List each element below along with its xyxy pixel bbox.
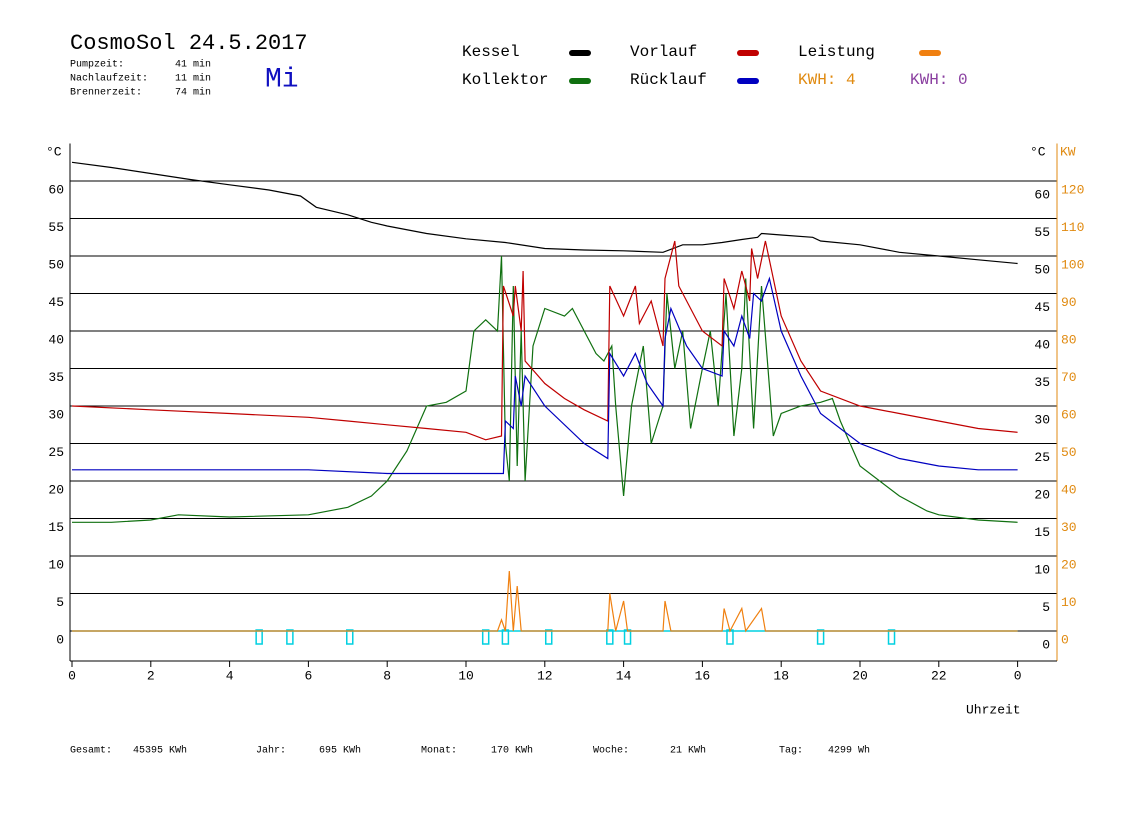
x-tick-label: 2 <box>147 668 155 683</box>
marker <box>816 629 825 645</box>
x-tick-label: 16 <box>695 668 711 683</box>
y-tick-label: 0 <box>56 632 64 647</box>
y-tick-label: 15 <box>48 520 64 535</box>
y-tick-label: 25 <box>48 445 64 460</box>
y2-tick-label: 70 <box>1061 370 1077 385</box>
time-label: Brennerzeit: <box>70 87 142 99</box>
y2-tick-label: 60 <box>1061 407 1077 422</box>
legend-label: Rücklauf <box>630 71 707 89</box>
y-tick-label: 10 <box>48 557 64 572</box>
legend-label: Kessel <box>462 43 520 61</box>
y2-tick-label: 0 <box>1061 632 1069 647</box>
time-value: 41 min <box>175 59 211 71</box>
footer-value: 4299 Wh <box>828 745 870 757</box>
x-tick-label: 6 <box>304 668 312 683</box>
time-label: Pumpzeit: <box>70 59 124 71</box>
y-tick-label-right: 0 <box>1042 637 1050 652</box>
y2-tick-label: 40 <box>1061 482 1077 497</box>
weekday: Mi <box>265 64 299 95</box>
y2-label-c: °C <box>1030 144 1046 159</box>
footer-value: 170 KWh <box>491 745 533 757</box>
time-value: 74 min <box>175 87 211 99</box>
series-line <box>72 276 1018 475</box>
x-tick-label: 20 <box>852 668 868 683</box>
y2-tick-label: 10 <box>1061 595 1077 610</box>
y-tick-label-right: 55 <box>1034 225 1050 240</box>
x-tick-label: 22 <box>931 668 947 683</box>
series-line <box>71 240 1018 441</box>
y-tick-label-right: 20 <box>1034 487 1050 502</box>
marker <box>544 629 553 645</box>
y-tick-label-right: 40 <box>1034 337 1050 352</box>
footer-value: 21 KWh <box>670 745 706 757</box>
series-line <box>72 570 1018 633</box>
footer-label: Tag: <box>779 746 803 757</box>
time-value: 11 min <box>175 73 211 85</box>
y2-tick-label: 20 <box>1061 557 1077 572</box>
y-tick-label-right: 45 <box>1034 300 1050 315</box>
kwh-label: KWH: 0 <box>910 71 968 89</box>
series-line <box>72 255 1018 523</box>
y2-tick-label: 80 <box>1061 332 1077 347</box>
x-tick-label: 4 <box>226 668 234 683</box>
y-tick-label-right: 25 <box>1034 450 1050 465</box>
time-label: Nachlaufzeit: <box>70 73 148 85</box>
x-tick-label: 10 <box>458 668 474 683</box>
y2-tick-label: 110 <box>1061 220 1084 235</box>
footer-value: 45395 KWh <box>133 745 187 757</box>
x-tick-label: 12 <box>537 668 553 683</box>
y-tick-label: 20 <box>48 482 64 497</box>
title: CosmoSol 24.5.2017 <box>70 31 308 56</box>
y-tick-label-right: 10 <box>1034 562 1050 577</box>
y-tick-label: 60 <box>48 182 64 197</box>
marker <box>346 629 354 645</box>
y-label: °C <box>46 144 62 159</box>
marker <box>286 629 294 645</box>
marker <box>255 629 263 645</box>
footer-label: Woche: <box>593 745 629 757</box>
x-tick-label: 18 <box>773 668 789 683</box>
y-tick-label-right: 35 <box>1034 375 1050 390</box>
footer-label: Jahr: <box>256 745 286 757</box>
legend-label: Leistung <box>798 43 875 61</box>
x-tick-label: 0 <box>1014 668 1022 683</box>
y-tick-label: 30 <box>48 407 64 422</box>
x-tick-label: 8 <box>383 668 391 683</box>
legend-label: Vorlauf <box>630 43 697 61</box>
x-label: Uhrzeit <box>966 702 1021 717</box>
kwh-label: KWH: 4 <box>798 71 856 89</box>
y2-tick-label: 120 <box>1061 182 1084 197</box>
y-tick-label-right: 60 <box>1034 187 1050 202</box>
series-line <box>71 161 1018 265</box>
marker <box>481 629 490 645</box>
y-tick-label-right: 50 <box>1034 262 1050 277</box>
marker <box>606 629 614 645</box>
y-tick-label: 45 <box>48 295 64 310</box>
y-tick-label: 5 <box>56 595 64 610</box>
footer-value: 695 KWh <box>319 745 361 757</box>
y2-tick-label: 100 <box>1061 257 1084 272</box>
y-tick-label: 50 <box>48 257 64 272</box>
y2-tick-label: 50 <box>1061 445 1077 460</box>
y-tick-label-right: 30 <box>1034 412 1050 427</box>
y2-tick-label: 90 <box>1061 295 1077 310</box>
footer-label: Gesamt: <box>70 746 112 757</box>
y-tick-label: 40 <box>48 332 64 347</box>
footer-label: Monat: <box>421 746 457 757</box>
y2-tick-label: 30 <box>1061 520 1077 535</box>
legend-label: Kollektor <box>462 71 548 89</box>
y-tick-label-right: 15 <box>1034 525 1050 540</box>
marker <box>887 629 896 645</box>
y2-label: KW <box>1060 144 1076 159</box>
y-tick-label: 55 <box>48 220 64 235</box>
x-tick-label: 0 <box>68 668 76 683</box>
y-tick-label: 35 <box>48 370 64 385</box>
y-tick-label-right: 5 <box>1042 600 1050 615</box>
x-tick-label: 14 <box>616 668 632 683</box>
